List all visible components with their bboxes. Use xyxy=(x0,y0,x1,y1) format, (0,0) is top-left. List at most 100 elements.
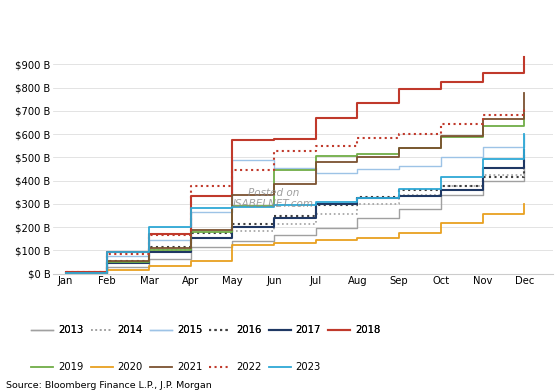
2019 xyxy=(187,230,194,234)
2019 xyxy=(312,154,319,159)
2018 xyxy=(146,232,153,237)
2013 xyxy=(62,271,69,276)
2014 xyxy=(146,248,153,253)
2019 xyxy=(62,271,69,276)
2015 xyxy=(438,155,444,160)
2023 xyxy=(62,271,69,276)
2022 xyxy=(354,136,361,141)
Line: 2023: 2023 xyxy=(65,134,524,273)
2021 xyxy=(62,271,69,276)
2017 xyxy=(312,202,319,207)
2023 xyxy=(271,202,277,207)
2017 xyxy=(62,271,69,276)
2014 xyxy=(479,172,486,177)
2017 xyxy=(396,194,402,198)
2018 xyxy=(271,136,277,141)
2013 xyxy=(312,226,319,231)
2018 xyxy=(187,194,194,198)
2019 xyxy=(146,248,153,253)
2018 xyxy=(62,269,69,274)
2023 xyxy=(479,156,486,161)
2020 xyxy=(438,221,444,225)
2021 xyxy=(354,154,361,159)
2020 xyxy=(521,202,528,206)
2016 xyxy=(354,195,361,199)
Line: 2015: 2015 xyxy=(65,135,524,273)
2018 xyxy=(521,55,528,60)
2018 xyxy=(354,100,361,105)
2016 xyxy=(187,231,194,235)
2020 xyxy=(396,231,402,236)
Legend: 2019, 2020, 2021, 2022, 2023: 2019, 2020, 2021, 2022, 2023 xyxy=(27,358,325,376)
2022 xyxy=(438,122,444,127)
2013 xyxy=(354,215,361,220)
2022 xyxy=(312,144,319,149)
2020 xyxy=(104,267,111,272)
2017 xyxy=(187,235,194,240)
2016 xyxy=(146,245,153,249)
2017 xyxy=(146,250,153,255)
2016 xyxy=(229,221,236,226)
2019 xyxy=(104,260,111,264)
2015 xyxy=(104,254,111,258)
2014 xyxy=(62,271,69,276)
2018 xyxy=(396,86,402,91)
2021 xyxy=(396,145,402,150)
2014 xyxy=(521,155,528,160)
2021 xyxy=(479,117,486,121)
2013 xyxy=(187,245,194,249)
Line: 2018: 2018 xyxy=(65,57,524,272)
2015 xyxy=(271,165,277,170)
2015 xyxy=(312,170,319,175)
2023 xyxy=(104,249,111,254)
2023 xyxy=(312,200,319,204)
2016 xyxy=(396,188,402,192)
2015 xyxy=(229,158,236,162)
2014 xyxy=(104,261,111,265)
2022 xyxy=(104,251,111,256)
2020 xyxy=(479,212,486,216)
2015 xyxy=(479,145,486,149)
Line: 2022: 2022 xyxy=(65,108,524,272)
2016 xyxy=(62,271,69,276)
2022 xyxy=(521,105,528,110)
2020 xyxy=(62,271,69,276)
Line: 2014: 2014 xyxy=(65,158,524,273)
2019 xyxy=(271,168,277,172)
2018 xyxy=(229,138,236,142)
2013 xyxy=(229,239,236,244)
2013 xyxy=(479,178,486,183)
2016 xyxy=(438,184,444,189)
2021 xyxy=(146,245,153,250)
2020 xyxy=(146,263,153,268)
2022 xyxy=(396,131,402,136)
2014 xyxy=(229,228,236,233)
2014 xyxy=(396,192,402,197)
2022 xyxy=(187,184,194,189)
2020 xyxy=(354,235,361,240)
2015 xyxy=(146,238,153,242)
2022 xyxy=(62,269,69,274)
2018 xyxy=(104,249,111,254)
2022 xyxy=(146,233,153,238)
2017 xyxy=(104,261,111,265)
2023 xyxy=(396,187,402,191)
2013 xyxy=(104,264,111,269)
2014 xyxy=(438,184,444,189)
2017 xyxy=(479,165,486,170)
2015 xyxy=(62,271,69,276)
2019 xyxy=(521,112,528,117)
2016 xyxy=(521,153,528,158)
2014 xyxy=(187,235,194,240)
2019 xyxy=(354,152,361,156)
2020 xyxy=(271,240,277,245)
2021 xyxy=(271,182,277,187)
2018 xyxy=(312,116,319,120)
2023 xyxy=(187,206,194,210)
2018 xyxy=(479,70,486,75)
Legend: 2013, 2014, 2015, 2016, 2017, 2018: 2013, 2014, 2015, 2016, 2017, 2018 xyxy=(27,321,384,339)
2013 xyxy=(521,165,528,170)
2023 xyxy=(146,225,153,230)
2013 xyxy=(146,256,153,261)
2023 xyxy=(354,196,361,201)
